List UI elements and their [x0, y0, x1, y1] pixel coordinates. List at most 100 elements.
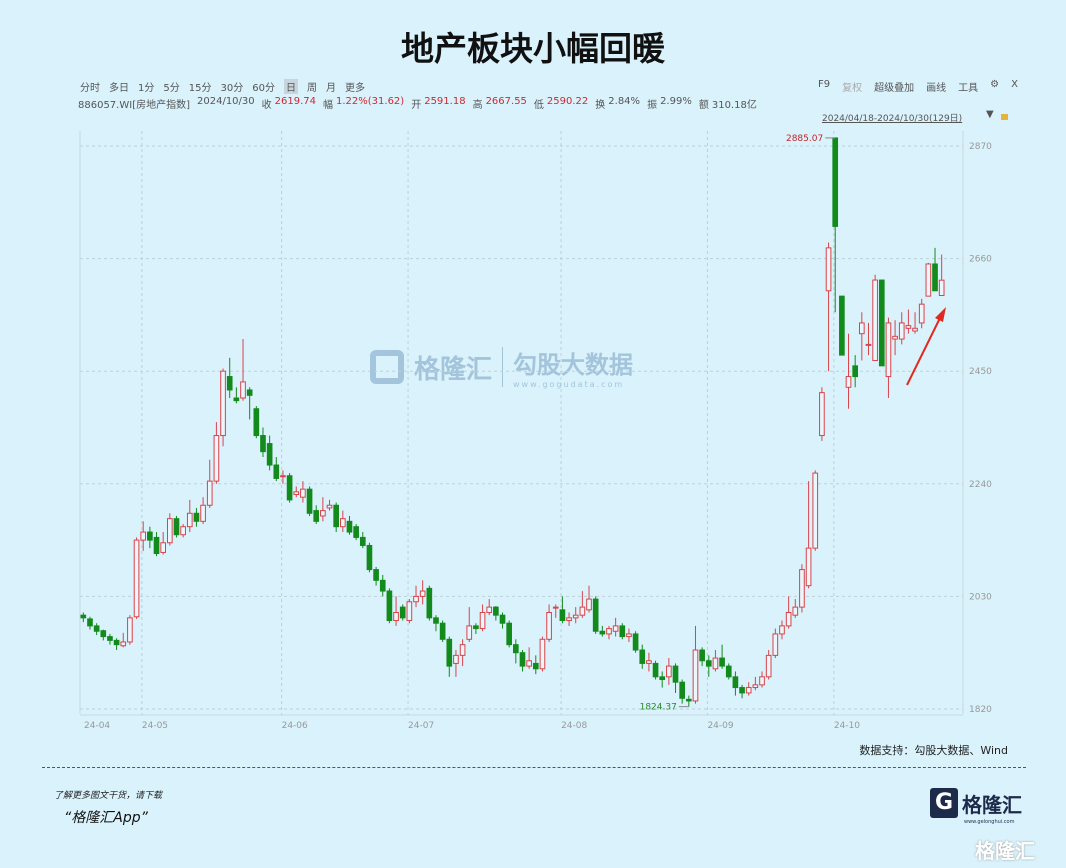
period-tab[interactable]: 5分: [163, 83, 180, 94]
candle-body: [885, 322, 892, 378]
period-tab[interactable]: 更多: [344, 83, 365, 94]
candle-body: [659, 676, 666, 681]
candle-body: [898, 322, 905, 340]
candle-body: [579, 606, 586, 616]
field-value: 2590.22: [546, 96, 589, 107]
toolbar-button[interactable]: 超级叠加: [874, 83, 915, 94]
candle: [566, 612, 572, 626]
field-value: 2.99%: [660, 96, 692, 107]
candle: [892, 320, 898, 356]
candle-body: [100, 630, 107, 638]
period-tab[interactable]: 分时: [80, 83, 100, 94]
candle: [153, 532, 160, 557]
candle-body: [566, 617, 572, 622]
period-tab[interactable]: 多日: [109, 83, 129, 94]
candle-body: [300, 488, 306, 498]
toolbar-button[interactable]: 复权: [842, 83, 863, 94]
candle: [320, 497, 326, 522]
candle-body: [745, 687, 752, 694]
brand-logo: G 格隆汇 www.gelonghui.com: [930, 788, 1022, 825]
candle-body: [180, 526, 186, 536]
candle: [260, 427, 266, 457]
candle: [799, 564, 805, 613]
candle-body: [186, 512, 193, 528]
candle-body: [506, 622, 513, 646]
candle-body: [599, 630, 606, 635]
candlestick-chart[interactable]: 2870 2660 2450 2240 2030 1820 24-04 24-05 24-06 2…: [0, 0, 1066, 740]
candle: [406, 599, 413, 624]
candle: [546, 604, 552, 642]
promo-text: 了解更多图文干货，请下载: [54, 791, 163, 801]
index-code: 886057.WI[房地产指数]: [78, 100, 190, 111]
period-tab[interactable]: 周: [306, 83, 317, 94]
candle: [579, 591, 586, 618]
field-label: 幅: [323, 100, 333, 111]
candle: [273, 456, 280, 482]
candle: [612, 617, 619, 637]
candle-body: [619, 625, 626, 638]
candle: [200, 497, 206, 525]
candle-body: [493, 606, 499, 616]
field-label: 额: [698, 100, 709, 111]
date-range-selector[interactable]: 2024/04/18-2024/10/30(129日): [822, 114, 963, 124]
period-tab[interactable]: 日: [283, 79, 298, 94]
candle-body: [626, 633, 632, 638]
candle-body: [107, 636, 113, 641]
candle-body: [113, 639, 120, 646]
candle: [333, 502, 340, 533]
y-tick-label: 2240: [969, 480, 992, 490]
candle: [226, 357, 233, 399]
candle-body: [486, 606, 493, 613]
candle-body: [652, 662, 659, 678]
dropdown-triangle-icon[interactable]: ▼: [986, 109, 994, 120]
candle: [752, 676, 759, 691]
close-button[interactable]: X: [1011, 79, 1018, 90]
promo-app-name: “格隆汇App”: [64, 810, 148, 826]
candle-body: [359, 536, 366, 546]
candle: [213, 422, 220, 484]
candle-body: [366, 544, 373, 571]
candle-body: [832, 137, 839, 227]
candle-body: [260, 435, 266, 453]
candle: [692, 625, 699, 704]
candle: [133, 537, 140, 619]
candle: [286, 473, 293, 503]
candle-body: [845, 376, 852, 388]
divider: [42, 767, 1026, 768]
candle: [379, 574, 386, 597]
period-tab[interactable]: 30分: [220, 83, 244, 94]
candle: [832, 137, 839, 313]
candle-body: [413, 595, 419, 603]
watermark-brand: 格隆汇: [414, 354, 493, 385]
toolbar-button[interactable]: 画线: [926, 83, 947, 94]
candle-body: [839, 295, 845, 356]
candle-body: [233, 397, 240, 402]
candle-body: [858, 322, 865, 335]
candle: [399, 604, 406, 621]
candle-body: [466, 625, 473, 640]
candle-body: [606, 628, 612, 635]
candle: [493, 606, 499, 621]
period-tab[interactable]: 60分: [252, 83, 275, 94]
candle: [107, 633, 113, 645]
x-tick-label: 24-04: [84, 721, 110, 731]
x-tick-label: 24-06: [282, 721, 308, 731]
period-tab[interactable]: 月: [325, 83, 336, 94]
x-tick-label: 24-09: [707, 721, 733, 731]
toolbar-button[interactable]: F9: [818, 79, 831, 90]
gear-icon[interactable]: ⚙: [990, 79, 1000, 90]
candle-body: [685, 698, 692, 702]
period-tab[interactable]: 15分: [188, 83, 212, 94]
lock-icon[interactable]: [1001, 114, 1008, 120]
candle: [353, 524, 359, 541]
candle-body: [552, 606, 559, 609]
candle-body: [592, 598, 599, 632]
period-tab[interactable]: 1分: [138, 83, 155, 94]
toolbar-button[interactable]: 工具: [958, 83, 979, 94]
candle-body: [453, 654, 459, 664]
candle: [120, 632, 127, 648]
candle-body: [852, 365, 859, 378]
candle-body: [353, 526, 359, 538]
candle: [173, 515, 180, 538]
candle-body: [253, 408, 260, 437]
